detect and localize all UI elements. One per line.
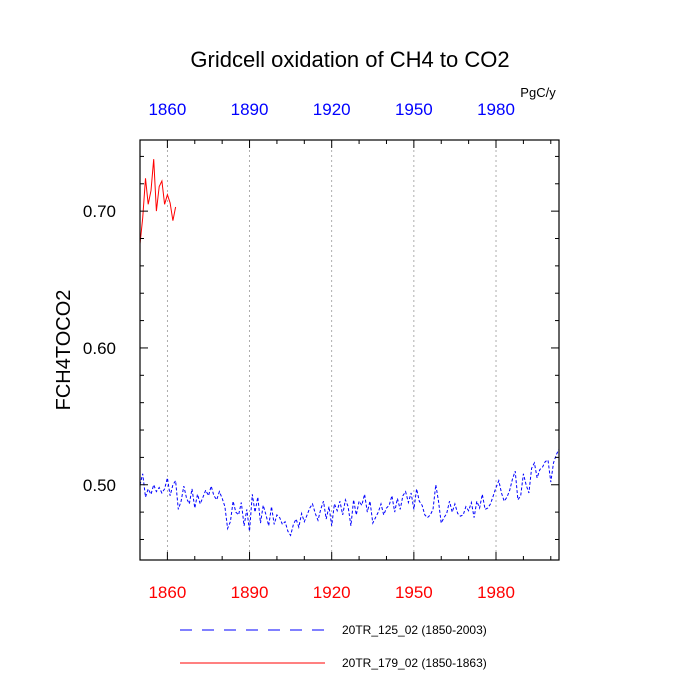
legend-label-1: 20TR_125_02 (1850-2003) bbox=[342, 623, 487, 637]
units-label: PgC/y bbox=[520, 85, 556, 100]
x-tick-label-top-1920: 1920 bbox=[313, 100, 351, 119]
x-tick-label-top-1980: 1980 bbox=[477, 100, 515, 119]
x-tick-label-top-1860: 1860 bbox=[148, 100, 186, 119]
x-tick-label-top-1890: 1890 bbox=[231, 100, 269, 119]
x-tick-label-bottom-1860: 1860 bbox=[148, 583, 186, 602]
y-tick-label-0.70: 0.70 bbox=[83, 202, 116, 221]
grid-lines bbox=[166, 140, 497, 560]
x-tick-label-bottom-1950: 1950 bbox=[395, 583, 433, 602]
x-tick-label-bottom-1980: 1980 bbox=[477, 583, 515, 602]
x-tick-label-bottom-1920: 1920 bbox=[313, 583, 351, 602]
legend: 20TR_125_02 (1850-2003) 20TR_179_02 (1850… bbox=[180, 623, 487, 670]
x-tick-label-bottom-1890: 1890 bbox=[231, 583, 269, 602]
y-tick-label-0.50: 0.50 bbox=[83, 476, 116, 495]
x-tick-label-top-1950: 1950 bbox=[395, 100, 433, 119]
series-layer bbox=[139, 159, 560, 537]
y-axis-label: FCH4TOCO2 bbox=[53, 290, 75, 411]
y-tick-label-0.60: 0.60 bbox=[83, 339, 116, 358]
series-line-2 bbox=[139, 159, 177, 245]
legend-label-2: 20TR_179_02 (1850-1863) bbox=[342, 656, 487, 670]
series-line-1 bbox=[139, 448, 560, 537]
plot-frame bbox=[139, 139, 560, 561]
axes-layer: 1860 1860 1890 1890 1920 1920 1950 1950 1980 1980… bbox=[83, 100, 560, 602]
chart-title: Gridcell oxidation of CH4 to CO2 bbox=[190, 47, 509, 72]
